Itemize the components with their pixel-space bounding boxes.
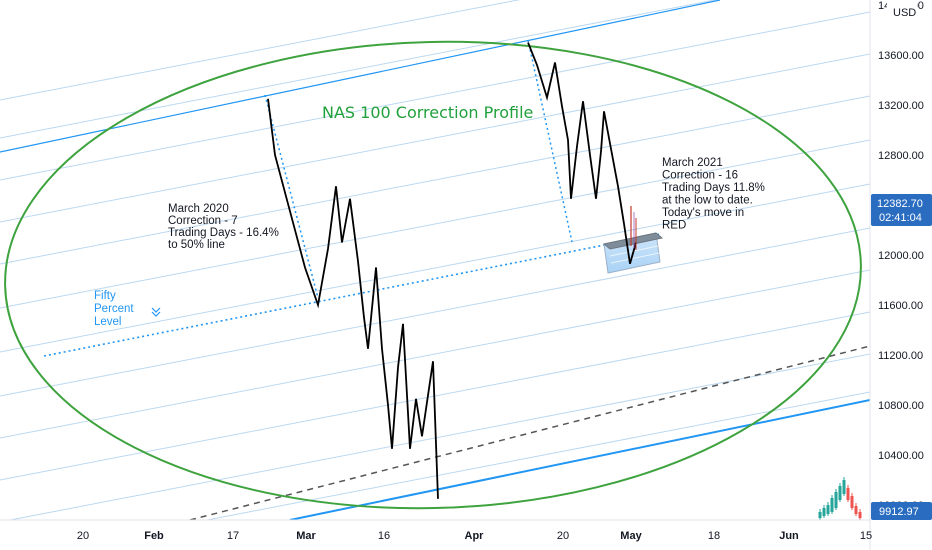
candle-body xyxy=(850,496,854,508)
channel-line xyxy=(0,227,870,397)
fifty-percent-line xyxy=(43,233,661,357)
chevron-down-double-icon xyxy=(151,307,161,317)
x-tick-label: Jun xyxy=(779,530,799,542)
lower-channel-line xyxy=(289,399,870,520)
annotation-march-2021: March 2021 Correction - 16 Trading Days 11… xyxy=(662,157,765,232)
x-axis-ticks[interactable]: 20 Feb 17 Mar 16 Apr 20 May 18 Jun 15 xyxy=(77,530,872,542)
x-tick-label: May xyxy=(620,530,642,542)
annotation-line: Trading Days - 16.4% xyxy=(168,227,279,239)
channel-line xyxy=(0,11,870,181)
candle-body xyxy=(826,505,830,514)
y-tick-label: 11200.00 xyxy=(878,350,923,362)
y-tick-label: 12000.00 xyxy=(878,250,924,262)
currency-label: USD xyxy=(893,7,916,19)
candle-body xyxy=(842,480,846,494)
currency-label-bg xyxy=(887,0,917,20)
x-tick-label: 17 xyxy=(227,530,239,542)
x-tick-label: 15 xyxy=(860,530,872,542)
x-tick-label: 18 xyxy=(708,530,720,542)
x-tick-label: 20 xyxy=(557,530,569,542)
countdown-value: 02:41:04 xyxy=(879,212,922,224)
x-tick-label: Feb xyxy=(144,530,164,542)
annotation-fifty-percent: Fifty Percent Level xyxy=(94,290,134,328)
annotation-line: March 2020 xyxy=(168,203,229,215)
price-line-2020[interactable] xyxy=(267,98,439,499)
channel-line xyxy=(0,139,870,309)
channel-line xyxy=(204,391,870,520)
x-tick-label: 20 xyxy=(77,530,89,542)
candle-body xyxy=(834,492,838,508)
annotation-line: Trading Days 11.8% xyxy=(662,182,765,194)
plot-area: NAS 100 Correction Profile March 2020 Cor… xyxy=(0,0,870,520)
chart-title: NAS 100 Correction Profile xyxy=(322,103,533,122)
y-tick-label: 10800.00 xyxy=(878,400,924,412)
annotation-line: Level xyxy=(94,316,122,328)
y-tick-label: 11600.00 xyxy=(878,300,923,312)
x-tick-label: Apr xyxy=(465,530,485,542)
median-dashed-line xyxy=(189,345,870,520)
candle-body xyxy=(858,512,862,518)
channel-line xyxy=(0,183,870,353)
march-2020-projection-line xyxy=(264,94,319,299)
annotation-line: Today's move in xyxy=(662,207,744,219)
channel-line xyxy=(0,53,870,223)
march-2021-projection-line xyxy=(527,39,573,243)
price-line-2021[interactable] xyxy=(527,42,637,265)
y-tick-label: 12800.00 xyxy=(878,150,924,162)
y-tick-label: 13200.00 xyxy=(878,100,924,112)
projection-box[interactable] xyxy=(602,232,664,274)
annotation-line: to 50% line xyxy=(168,239,225,251)
candle-body xyxy=(830,498,834,512)
current-price-tag[interactable]: 12382.70 02:41:04 xyxy=(871,194,932,226)
y-axis-ticks[interactable]: 10000.0010400.0010800.0011200.0011600.00… xyxy=(878,0,924,512)
upper-trend-line xyxy=(0,0,721,153)
candle-body xyxy=(838,486,842,500)
annotation-line: RED xyxy=(662,220,686,232)
annotation-line: March 2021 xyxy=(662,157,723,169)
channel-lines xyxy=(0,0,870,520)
channel-line xyxy=(0,0,718,139)
candle-body xyxy=(854,506,858,514)
today-move-red xyxy=(630,206,637,250)
channel-line xyxy=(0,0,521,101)
y-tick-label: 13600.00 xyxy=(878,50,924,62)
candle-body xyxy=(846,488,850,500)
low-price-value: 9912.97 xyxy=(879,506,919,518)
correction-ellipse[interactable] xyxy=(0,31,867,519)
x-tick-label: 16 xyxy=(378,530,390,542)
candle-body xyxy=(818,512,822,518)
channel-line xyxy=(0,269,870,439)
y-tick-label: 10400.00 xyxy=(878,450,924,462)
mini-candles xyxy=(818,477,862,520)
annotation-line: Percent xyxy=(94,303,134,315)
annotation-line: Correction - 16 xyxy=(662,170,738,182)
annotation-line: at the low to date. xyxy=(662,195,753,207)
annotation-march-2020: March 2020 Correction - 7 Trading Days - 1… xyxy=(168,203,279,251)
current-price-value: 12382.70 xyxy=(877,198,923,210)
channel-line xyxy=(0,95,870,265)
candle-body xyxy=(822,508,826,516)
low-price-tag[interactable]: 9912.97 xyxy=(871,502,932,520)
annotation-line: Fifty xyxy=(94,290,116,302)
x-tick-label: Mar xyxy=(296,530,316,542)
annotation-line: Correction - 7 xyxy=(168,215,238,227)
